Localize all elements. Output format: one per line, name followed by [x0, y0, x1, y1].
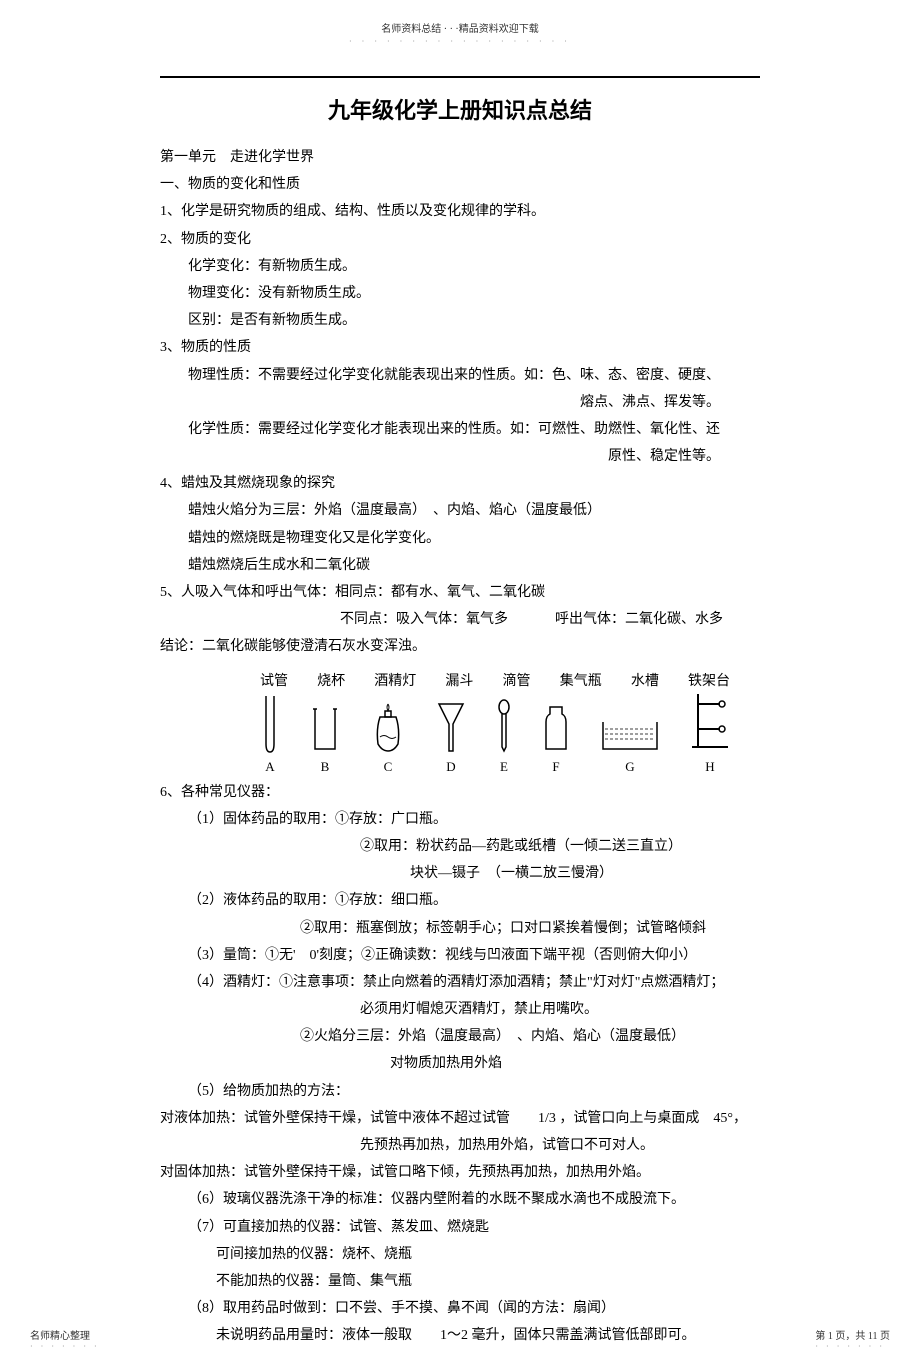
diagram-iron-stand: H: [690, 689, 730, 775]
text-line: 1、化学是研究物质的组成、结构、性质以及变化规律的学科。: [160, 199, 760, 224]
text-line: 蜡烛燃烧后生成水和二氧化碳: [160, 553, 760, 578]
letter-e: E: [500, 759, 508, 775]
label-iron-stand: 铁架台: [688, 670, 730, 690]
text-line: 6、各种常见仪器：: [160, 780, 760, 805]
diagram-funnel: D: [436, 699, 466, 775]
footer-left-text: 名师精心整理: [30, 1327, 100, 1342]
text-span: 呼出气体：二氧化碳、水多: [555, 612, 723, 627]
text-line: （6）玻璃仪器洗涤干净的标准：仪器内壁附着的水既不聚成水滴也不成股流下。: [160, 1187, 760, 1212]
header-dots: · · · · · · · · · · · · · · · · · ·: [0, 37, 920, 46]
beaker-icon: [310, 704, 340, 754]
test-tube-icon: [260, 694, 280, 754]
label-test-tube: 试管: [260, 670, 288, 690]
letter-h: H: [705, 759, 714, 775]
trough-icon: [600, 714, 660, 754]
footer-right: 第 1 页，共 11 页 · · · · · · ·: [815, 1327, 890, 1351]
text-line: ②取用：瓶塞倒放；标签朝手心；口对口紧挨着慢倒；试管略倾斜: [160, 916, 760, 941]
text-line: （4）酒精灯：①注意事项：禁止向燃着的酒精灯添加酒精；禁止"灯对灯"点燃酒精灯；: [160, 970, 760, 995]
diagram-labels-row: 试管 烧杯 酒精灯 漏斗 滴管 集气瓶 水槽 铁架台: [160, 670, 760, 690]
label-alcohol-lamp: 酒精灯: [374, 670, 416, 690]
dropper-icon: [496, 699, 512, 754]
text-line: 对物质加热用外焰: [160, 1051, 760, 1076]
text-line: 化学变化：有新物质生成。: [160, 254, 760, 279]
text-line: 蜡烛火焰分为三层：外焰（温度最高） 、内焰、焰心（温度最低）: [160, 498, 760, 523]
text-line: （7）可直接加热的仪器：试管、蒸发皿、燃烧匙: [160, 1215, 760, 1240]
diagram-trough: G: [600, 714, 660, 775]
header-note: 名师资料总结 · · ·精品资料欢迎下载: [0, 20, 920, 35]
diagram-dropper: E: [496, 699, 512, 775]
diagram-gas-bottle: F: [542, 704, 570, 775]
letter-g: G: [625, 759, 634, 775]
text-line: ②取用：粉状药品—药匙或纸槽（一倾二送三直立）: [160, 834, 760, 859]
label-gas-bottle: 集气瓶: [560, 670, 602, 690]
text-line: 蜡烛的燃烧既是物理变化又是化学变化。: [160, 526, 760, 551]
label-dropper: 滴管: [503, 670, 531, 690]
unit-heading: 第一单元 走进化学世界: [160, 145, 760, 170]
funnel-icon: [436, 699, 466, 754]
text-line: （8）取用药品时做到：口不尝、手不摸、鼻不闻（闻的方法：扇闻）: [160, 1296, 760, 1321]
text-line: 未说明药品用量时：液体一般取 1～2 毫升，固体只需盖满试管低部即可。: [160, 1323, 760, 1348]
text-line: 不同点：吸入气体：氧气多 呼出气体：二氧化碳、水多: [160, 607, 760, 632]
footer-left: 名师精心整理 · · · · · · ·: [30, 1327, 100, 1351]
diagram-test-tube: A: [260, 694, 280, 775]
footer-dots: · · · · · · ·: [815, 1342, 890, 1351]
diagram-alcohol-lamp: C: [370, 699, 406, 775]
iron-stand-icon: [690, 689, 730, 754]
text-line: 5、人吸入气体和呼出气体：相同点：都有水、氧气、二氧化碳: [160, 580, 760, 605]
footer-dots: · · · · · · ·: [30, 1342, 100, 1351]
letter-c: C: [384, 759, 393, 775]
text-line: 熔点、沸点、挥发等。: [160, 390, 760, 415]
label-funnel: 漏斗: [445, 670, 473, 690]
text-line: 可间接加热的仪器：烧杯、烧瓶: [160, 1242, 760, 1267]
text-line: 3、物质的性质: [160, 335, 760, 360]
letter-d: D: [446, 759, 455, 775]
text-line: （2）液体药品的取用：①存放：细口瓶。: [160, 888, 760, 913]
alcohol-lamp-icon: [370, 699, 406, 754]
text-line: 对液体加热：试管外壁保持干燥，试管中液体不超过试管 1/3 ，试管口向上与桌面成…: [160, 1106, 760, 1131]
text-line: （3）量筒：①无' 0'刻度；②正确读数：视线与凹液面下端平视（否则俯大仰小）: [160, 943, 760, 968]
text-line: 对固体加热：试管外壁保持干燥，试管口略下倾，先预热再加热，加热用外焰。: [160, 1160, 760, 1185]
letter-b: B: [321, 759, 330, 775]
text-line: 2、物质的变化: [160, 227, 760, 252]
text-line: 物理变化：没有新物质生成。: [160, 281, 760, 306]
content-wrapper: 九年级化学上册知识点总结 第一单元 走进化学世界 一、物质的变化和性质 1、化学…: [0, 76, 920, 1349]
letter-a: A: [265, 759, 274, 775]
text-line: 必须用灯帽熄灭酒精灯，禁止用嘴吹。: [160, 997, 760, 1022]
page-title: 九年级化学上册知识点总结: [160, 93, 760, 125]
text-line: ②火焰分三层：外焰（温度最高） 、内焰、焰心（温度最低）: [160, 1024, 760, 1049]
divider-line: [160, 76, 760, 78]
text-line: 结论：二氧化碳能够使澄清石灰水变浑浊。: [160, 634, 760, 659]
text-line: 块状—镊子 （一横二放三慢滑）: [160, 861, 760, 886]
text-line: （1）固体药品的取用：①存放：广口瓶。: [160, 807, 760, 832]
gas-bottle-icon: [542, 704, 570, 754]
text-line: 物理性质：不需要经过化学变化就能表现出来的性质。如：色、味、态、密度、硬度、: [160, 363, 760, 388]
label-trough: 水槽: [631, 670, 659, 690]
diagram-row: A B C D: [160, 690, 760, 780]
text-line: 化学性质：需要经过化学变化才能表现出来的性质。如：可燃性、助燃性、氧化性、还: [160, 417, 760, 442]
text-line: （5）给物质加热的方法：: [160, 1079, 760, 1104]
subsection-heading: 一、物质的变化和性质: [160, 172, 760, 197]
letter-f: F: [552, 759, 559, 775]
diagram-beaker: B: [310, 704, 340, 775]
label-beaker: 烧杯: [317, 670, 345, 690]
text-line: 原性、稳定性等。: [160, 444, 760, 469]
text-line: 4、蜡烛及其燃烧现象的探究: [160, 471, 760, 496]
text-span: 不同点：吸入气体：氧气多: [160, 612, 508, 627]
footer-right-text: 第 1 页，共 11 页: [815, 1327, 890, 1342]
text-line: 先预热再加热，加热用外焰，试管口不可对人。: [160, 1133, 760, 1158]
text-line: 不能加热的仪器：量筒、集气瓶: [160, 1269, 760, 1294]
text-line: 区别：是否有新物质生成。: [160, 308, 760, 333]
